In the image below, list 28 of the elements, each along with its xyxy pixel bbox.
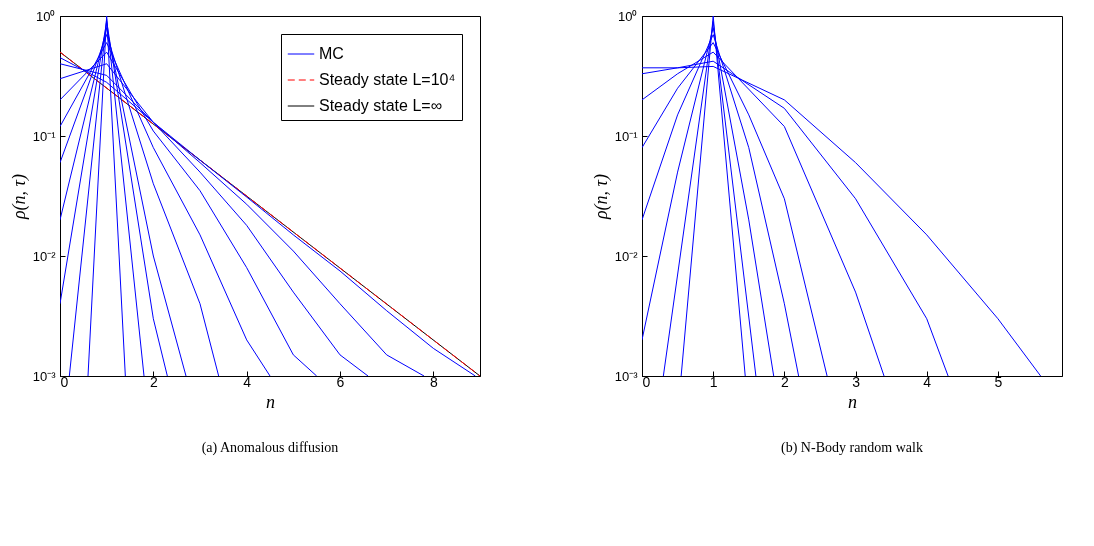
y-tick-label: 10⁻¹ [32,128,57,144]
x-tick-label: 3 [852,373,861,390]
y-axis-title: ρ(n, τ) [8,173,30,221]
x-tick-label: 0 [60,373,69,390]
x-tick-label: 8 [429,373,438,390]
y-tick-label: 10⁻² [32,248,57,264]
x-axis-title: n [266,391,275,412]
x-axis-title: n [848,391,857,412]
x-tick-label: 0 [642,373,651,390]
y-tick-label: 10⁻¹ [614,128,639,144]
y-tick-label: 10⁰ [36,8,56,24]
legend-label: Steady state L=∞ [319,97,443,114]
text: (b) N-Body random walk [781,440,923,456]
x-tick-label: 1 [709,373,718,390]
x-tick-label: 4 [243,373,252,390]
y-tick-label: 10⁻² [614,248,639,264]
legend-label: MC [319,45,344,62]
y-axis-title: ρ(n, τ) [590,173,612,221]
x-tick-label: 4 [923,373,932,390]
x-tick-label: 2 [149,373,158,390]
x-tick-label: 2 [780,373,789,390]
text: (a) Anomalous diffusion [201,440,339,456]
y-tick-label: 10⁰ [618,8,638,24]
legend-label: Steady state L=10⁴ [319,71,456,88]
y-tick-label: 10⁻³ [32,368,57,384]
x-tick-label: 6 [336,373,345,390]
y-tick-label: 10⁻³ [614,368,639,384]
x-tick-label: 5 [994,373,1003,390]
